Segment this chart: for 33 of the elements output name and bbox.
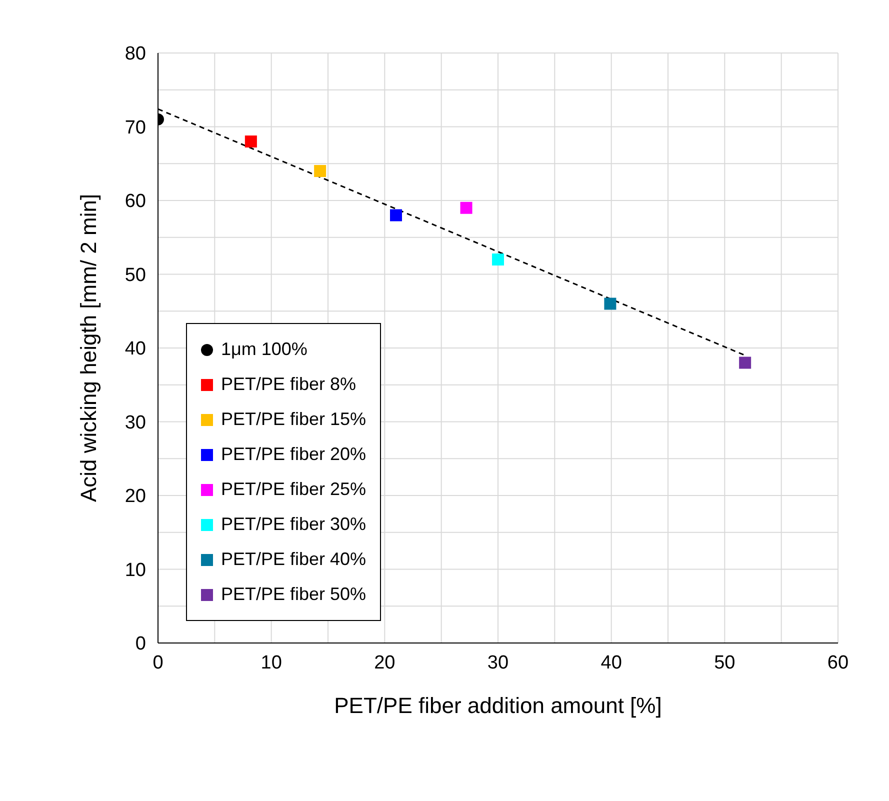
legend-label: PET/PE fiber 20%	[221, 443, 366, 466]
point	[492, 254, 504, 266]
point	[314, 165, 326, 177]
point	[739, 356, 752, 369]
y-tick-label: 80	[124, 44, 146, 65]
legend-label: PET/PE fiber 25%	[221, 478, 366, 501]
point	[460, 202, 472, 214]
x-tick-label: 30	[487, 652, 509, 674]
point	[604, 298, 616, 310]
legend-label: PET/PE fiber 30%	[221, 513, 366, 536]
y-tick-label: 10	[124, 560, 146, 581]
x-tick-label: 20	[374, 652, 396, 674]
y-tick-label: 0	[135, 634, 146, 655]
point	[244, 136, 257, 148]
y-tick-label: 70	[124, 117, 146, 138]
y-tick-label: 60	[124, 191, 146, 212]
x-tick-label: 10	[260, 652, 282, 674]
x-tick-label: 60	[827, 652, 849, 674]
legend-label: PET/PE fiber 40%	[221, 548, 366, 571]
x-tick-label: 0	[152, 652, 164, 674]
legend-label: 1μm 100%	[221, 338, 308, 361]
x-tick-label: 40	[600, 652, 622, 674]
legend-label: PET/PE fiber 50%	[221, 583, 366, 606]
legend-label: PET/PE fiber 8%	[221, 373, 356, 396]
y-tick-label: 50	[124, 264, 146, 286]
point	[390, 209, 402, 222]
y-tick-label: 40	[124, 338, 146, 360]
y-axis-title: Acid wicking heigth [mm/ 2 min]	[76, 194, 101, 502]
y-tick-label: 20	[124, 486, 146, 508]
x-tick-label: 50	[714, 652, 736, 674]
x-axis-title: PET/PE fiber addition amount [%]	[334, 693, 662, 718]
y-tick-label: 30	[124, 412, 146, 434]
legend-label: PET/PE fiber 15%	[221, 408, 366, 431]
